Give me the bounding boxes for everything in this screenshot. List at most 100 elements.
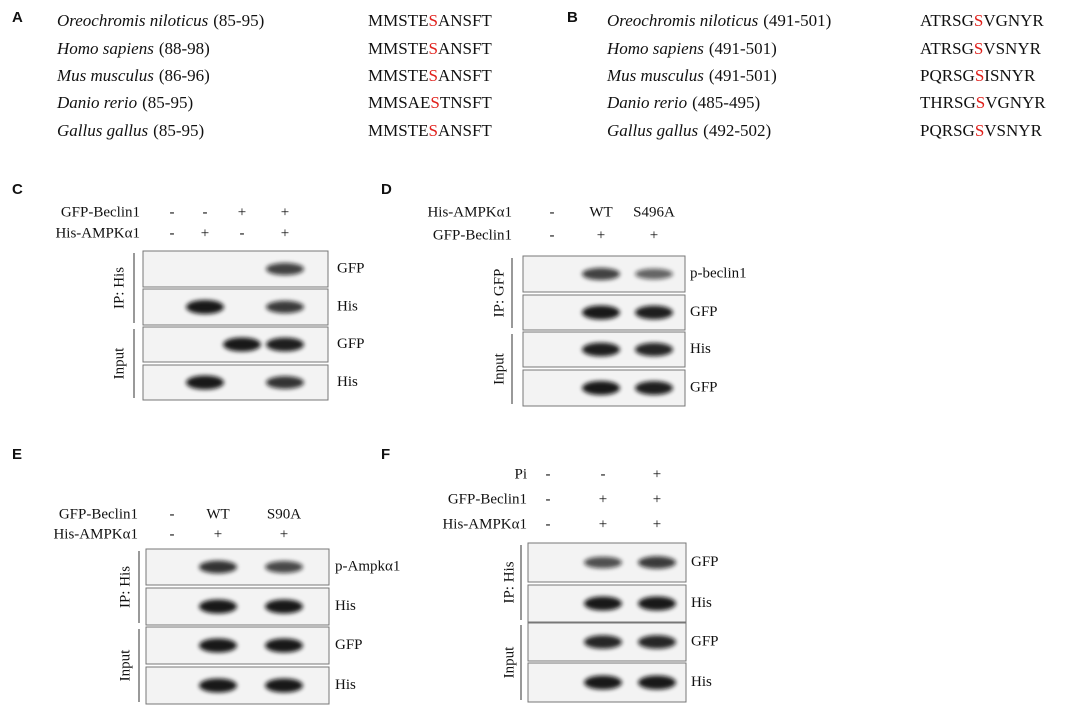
band	[223, 337, 261, 352]
phospho-site: S	[428, 11, 437, 30]
lane-sign: +	[650, 227, 658, 243]
panel-label: C	[12, 181, 23, 198]
band	[638, 596, 676, 611]
sequence: THRSGSVGNYR	[920, 93, 1046, 112]
sequence: MMSTESANSFT	[368, 121, 492, 140]
sequence: MMSTESANSFT	[368, 11, 492, 30]
sequence-after: VGNYR	[983, 11, 1044, 30]
band	[635, 381, 673, 395]
condition-name: GFP-Beclin1	[61, 204, 140, 220]
sequence-before: ATRSG	[920, 39, 974, 58]
band	[266, 300, 304, 314]
sequence-before: PQRSG	[920, 121, 975, 140]
lane-sign: -	[550, 227, 555, 243]
blot-label: His	[337, 298, 358, 314]
sequence-after: ANSFT	[438, 39, 492, 58]
blot-label: His	[690, 341, 711, 357]
sequence-after: ANSFT	[438, 11, 492, 30]
blot-label: GFP	[337, 260, 365, 276]
band	[186, 375, 224, 390]
lane-sign: +	[214, 526, 222, 542]
species-entry: Gallus gallus (85-95)	[57, 121, 204, 140]
phospho-site: S	[428, 121, 437, 140]
sequence: PQRSGSISNYR	[920, 66, 1036, 85]
band	[638, 556, 676, 569]
blot-label: GFP	[690, 304, 718, 320]
sequence: MMSTESANSFT	[368, 66, 492, 85]
sequence-before: MMSTE	[368, 121, 428, 140]
blot-label: p-beclin1	[690, 265, 747, 281]
band	[635, 305, 673, 320]
species-entry: Danio rerio (85-95)	[56, 93, 193, 112]
band	[638, 635, 676, 649]
group-label: IP: GFP	[491, 269, 507, 318]
condition-name: His-AMPKα1	[427, 204, 512, 220]
lane-sign: +	[653, 466, 661, 482]
band	[584, 556, 622, 569]
species-entry: Oreochromis niloticus (491-501)	[607, 11, 831, 30]
blot-label: His	[335, 677, 356, 693]
band	[265, 678, 303, 693]
blot-label: GFP	[691, 633, 719, 649]
phospho-site: S	[428, 39, 437, 58]
sequence: ATRSGSVSNYR	[920, 39, 1042, 58]
blot-label: GFP	[335, 637, 363, 653]
band	[265, 638, 303, 653]
species-name: Gallus gallus	[607, 121, 699, 140]
blot-strip	[145, 666, 330, 705]
phospho-site: S	[976, 93, 985, 112]
blot-label: His	[691, 674, 712, 690]
band	[584, 596, 622, 611]
sequence: MMSAESTNSFT	[368, 93, 492, 112]
panel-label: A	[12, 9, 23, 26]
lane-sign: +	[597, 227, 605, 243]
lane-sign: WT	[206, 506, 229, 522]
phospho-site: S	[430, 93, 439, 112]
panel-label: E	[12, 446, 22, 463]
residue-range: (88-98)	[159, 39, 210, 58]
sequence-after: VSNYR	[983, 39, 1041, 58]
blot-label: His	[335, 598, 356, 614]
panel-label: D	[381, 181, 392, 198]
species-name: Homo sapiens	[606, 39, 704, 58]
residue-range: (86-96)	[159, 66, 210, 85]
group-label: IP: His	[117, 566, 133, 608]
blot-label: GFP	[690, 379, 718, 395]
phospho-site: S	[975, 66, 984, 85]
lane-sign: -	[546, 466, 551, 482]
sequence: MMSTESANSFT	[368, 39, 492, 58]
lane-sign: +	[238, 204, 246, 220]
lane-sign: -	[546, 491, 551, 507]
band	[582, 267, 620, 281]
lane-sign: -	[170, 225, 175, 241]
band	[265, 599, 303, 614]
lane-sign: +	[201, 225, 209, 241]
phospho-site: S	[428, 66, 437, 85]
species-name: Danio rerio	[56, 93, 137, 112]
band	[582, 342, 620, 357]
species-entry: Mus musculus (86-96)	[56, 66, 210, 85]
blot-label: His	[337, 374, 358, 390]
species-name: Mus musculus	[56, 66, 154, 85]
residue-range: (85-95)	[213, 11, 264, 30]
lane-sign: -	[546, 516, 551, 532]
blot-label: His	[691, 595, 712, 611]
sequence-before: MMSTE	[368, 39, 428, 58]
band	[266, 262, 304, 276]
blot-label: GFP	[691, 554, 719, 570]
sequence-after: VSNYR	[984, 121, 1042, 140]
residue-range: (485-495)	[692, 93, 760, 112]
lane-sign: -	[240, 225, 245, 241]
lane-sign: +	[653, 491, 661, 507]
lane-sign: +	[653, 516, 661, 532]
species-entry: Oreochromis niloticus (85-95)	[57, 11, 264, 30]
band	[584, 635, 622, 649]
band	[199, 678, 237, 693]
sequence-before: PQRSG	[920, 66, 975, 85]
lane-sign: S90A	[267, 506, 301, 522]
residue-range: (85-95)	[142, 93, 193, 112]
lane-sign: -	[170, 506, 175, 522]
condition-name: GFP-Beclin1	[59, 506, 138, 522]
band	[635, 342, 673, 357]
band	[199, 599, 237, 614]
